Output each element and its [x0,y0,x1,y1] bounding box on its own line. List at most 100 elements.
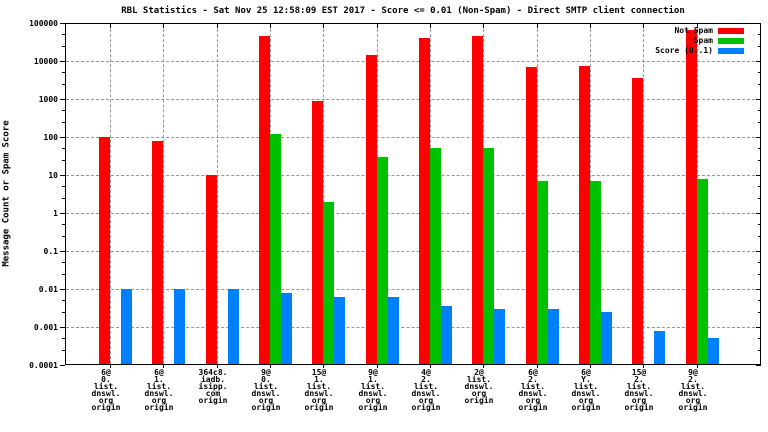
x-tick-bottom [483,365,484,368]
x-tick-label-line: origin [91,403,121,412]
x-tick-label-line: Y. [581,375,591,384]
x-tick-bottom [377,365,378,368]
x-tick-label-line: list. [146,382,172,391]
x-tick-label-line: 4@ [421,368,431,377]
y-major-tick [756,137,761,138]
x-tick-label-line: org [98,396,114,405]
x-tick-label-line: org [578,396,594,405]
bar-not-spam-5 [312,100,324,365]
bar-not-spam-2 [152,140,164,365]
x-tick-label-line: org [258,396,274,405]
x-tick-label-line: dnswl. [251,389,281,398]
bar-not-spam-10 [579,65,590,365]
x-tick-top [537,24,538,28]
x-tick-label-line: dnswl. [91,389,121,398]
y-minor-tick [758,110,761,112]
y-minor-tick [758,72,761,74]
x-tick-label-line: origin [144,403,174,412]
y-major-tick [60,99,65,100]
x-tick-label-line: origin [624,403,654,412]
x-tick-label-line: 6@ [581,368,591,377]
x-tick-top [110,24,111,28]
bar-not-spam-9 [525,66,537,365]
y-minor-tick [758,262,761,264]
bar-score-8 [494,308,506,365]
y-axis-label: Message Count or Spam Score [1,120,12,267]
y-minor-tick [62,338,65,340]
bar-score-11 [654,330,666,365]
x-tick-label-line: list. [573,382,599,391]
x-tick-label-line: 2. [528,375,538,384]
y-minor-tick [758,273,761,275]
bar-score-2 [174,289,186,365]
plot-border [65,23,761,365]
bar-not-spam-6 [365,55,377,365]
y-minor-tick [758,121,761,123]
y-tick-label: 0.0001 [29,361,58,370]
x-tick-label-line: 2. [421,375,431,384]
x-tick-label-line: 9@ [688,368,698,377]
y-major-tick [756,61,761,62]
legend-row-spam: Spam [500,36,744,46]
x-tick-label-line: 2. [688,375,698,384]
x-tick-label-3: 364c8. iadb. isipp. com origin [186,369,240,405]
x-tick-label-line: 0. [261,375,271,384]
legend-swatch-score-icon [718,48,744,54]
bar-spam-6 [376,156,388,365]
x-tick-label-10: 6@ Y. list. dnswl. org origin [559,368,613,412]
y-minor-tick [758,197,761,199]
gridline-horizontal [66,327,760,328]
x-tick-top [483,24,484,28]
x-tick-label-line: org [311,396,327,405]
x-tick-label-line: list. [306,382,332,391]
y-major-tick [60,327,65,328]
x-tick-label-line: origin [678,403,708,412]
legend-label-spam: Spam [693,36,713,45]
x-tick-top [643,24,644,28]
y-minor-tick [758,235,761,237]
bar-score-7 [441,306,452,365]
x-tick-label-9: 6@ 2. list. dnswl. org origin [506,369,560,412]
x-tick-bottom [110,365,111,368]
y-minor-tick [62,311,65,313]
x-tick-bottom [270,365,271,368]
x-tick-label-line: 15@ [631,368,647,377]
x-tick-top [430,24,431,28]
y-minor-tick [62,235,65,237]
y-minor-tick [758,45,761,47]
bar-not-spam-11 [632,78,644,365]
gridline-vertical [217,24,218,364]
y-major-tick [60,137,65,138]
x-tick-label-line: 15@ [311,368,327,377]
x-tick-bottom [163,365,164,368]
x-tick-bottom [537,365,538,368]
x-tick-label-line: origin [251,403,281,412]
bar-not-spam-7 [419,38,430,365]
x-tick-top [323,24,324,28]
x-tick-bottom [430,365,431,368]
x-tick-label-7: 4@ 2. list. dnswl. org origin [399,368,453,412]
x-tick-label-line: dnswl. [144,389,174,398]
y-minor-tick [758,34,761,36]
x-tick-label-line: list. [360,382,386,391]
bar-spam-12 [696,178,708,365]
bar-not-spam-4 [259,36,270,365]
x-tick-label-8: 2@ list. dnswl. org origin [452,369,506,405]
bar-score-12 [707,338,719,365]
x-tick-label-line: dnswl. [571,389,601,398]
gridline-horizontal [66,213,760,214]
y-major-tick [60,213,65,214]
x-tick-label-line: 1. [314,375,324,384]
legend-row-score: Score (0..1) [500,46,744,56]
y-minor-tick [758,311,761,313]
gridline-vertical [643,24,644,364]
y-minor-tick [62,224,65,226]
x-tick-bottom [217,365,218,368]
y-minor-tick [758,349,761,351]
y-tick-label: 1 [53,209,58,218]
bar-not-spam-3 [205,175,217,365]
x-tick-label-line: 0. [101,375,111,384]
y-minor-tick [758,224,761,226]
y-major-tick [756,289,761,290]
